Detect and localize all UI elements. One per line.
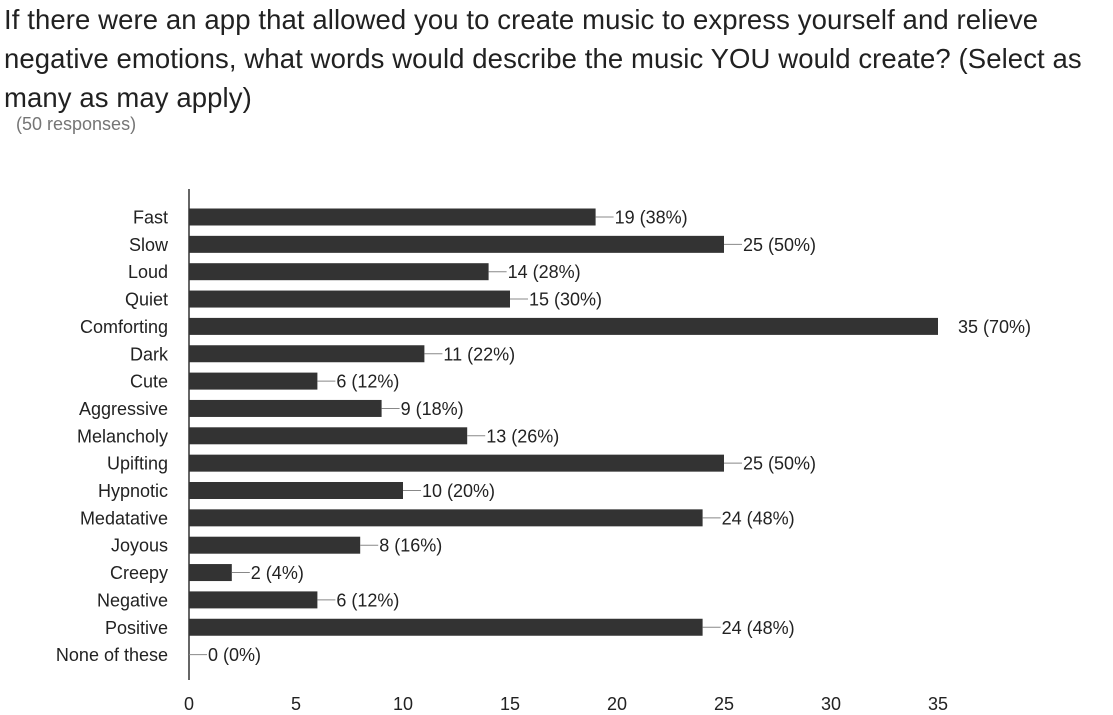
- data-label: 15 (30%): [529, 290, 602, 310]
- x-tick-label: 10: [393, 694, 413, 714]
- category-label: Upifting: [107, 454, 168, 474]
- response-count: (50 responses): [16, 114, 137, 134]
- bar: [189, 591, 318, 609]
- category-label: Comforting: [80, 317, 168, 337]
- x-tick-label: 5: [291, 694, 301, 714]
- data-label: 8 (16%): [379, 536, 442, 556]
- x-tick-label: 25: [714, 694, 734, 714]
- bar: [189, 263, 489, 281]
- category-label: Aggressive: [79, 399, 168, 419]
- category-label: Dark: [130, 344, 169, 364]
- data-label: 25 (50%): [743, 235, 816, 255]
- category-label: Quiet: [125, 290, 168, 310]
- data-label: 14 (28%): [508, 262, 581, 282]
- category-label: Medatative: [80, 508, 168, 528]
- category-label: Cute: [130, 372, 168, 392]
- axes-layer: 0 5 10 15 20 25 30 35: [184, 189, 948, 714]
- data-label: 24 (48%): [722, 618, 795, 638]
- category-label: Hypnotic: [98, 481, 168, 501]
- data-label: 2 (4%): [251, 563, 304, 583]
- data-label: 19 (38%): [615, 208, 688, 228]
- x-tick-label: 0: [184, 694, 194, 714]
- category-label: Melancholy: [77, 426, 168, 446]
- bar: [189, 290, 510, 308]
- data-label: 11 (22%): [443, 344, 515, 364]
- bar: [189, 427, 468, 445]
- bar: [189, 345, 425, 363]
- question-title: If there were an app that allowed you to…: [4, 4, 1082, 113]
- category-label: Slow: [129, 235, 169, 255]
- data-label: 0 (0%): [208, 645, 261, 665]
- data-label: 24 (48%): [722, 508, 795, 528]
- x-tick-label: 30: [821, 694, 841, 714]
- bar: [189, 564, 232, 582]
- category-label: Creepy: [110, 563, 168, 583]
- bar: [189, 372, 318, 390]
- data-label: 13 (26%): [486, 426, 559, 446]
- bar: [189, 317, 938, 335]
- category-label: Fast: [133, 208, 168, 228]
- data-label: 6 (12%): [336, 372, 399, 392]
- x-tick-label: 15: [500, 694, 520, 714]
- bars-layer: [189, 208, 938, 636]
- x-tick-label: 35: [928, 694, 948, 714]
- bar: [189, 536, 361, 554]
- data-label: 25 (50%): [743, 454, 816, 474]
- bar: [189, 509, 703, 527]
- category-label: Positive: [105, 618, 168, 638]
- category-label: Negative: [97, 590, 168, 610]
- bar: [189, 208, 596, 226]
- bar: [189, 235, 724, 253]
- data-label: 10 (20%): [422, 481, 495, 501]
- data-label: 35 (70%): [958, 317, 1031, 337]
- data-label: 9 (18%): [401, 399, 464, 419]
- category-label: Joyous: [111, 536, 168, 556]
- category-label: Loud: [128, 262, 168, 282]
- data-label: 6 (12%): [336, 590, 399, 610]
- category-label: None of these: [56, 645, 168, 665]
- x-tick-label: 20: [607, 694, 627, 714]
- bar: [189, 618, 703, 636]
- bar: [189, 482, 403, 499]
- labels-layer: Fast 19 (38%) Slow 25 (50%) Loud 14 (28%) Quie…: [56, 208, 1031, 666]
- bar: [189, 454, 724, 472]
- bar: [189, 399, 382, 417]
